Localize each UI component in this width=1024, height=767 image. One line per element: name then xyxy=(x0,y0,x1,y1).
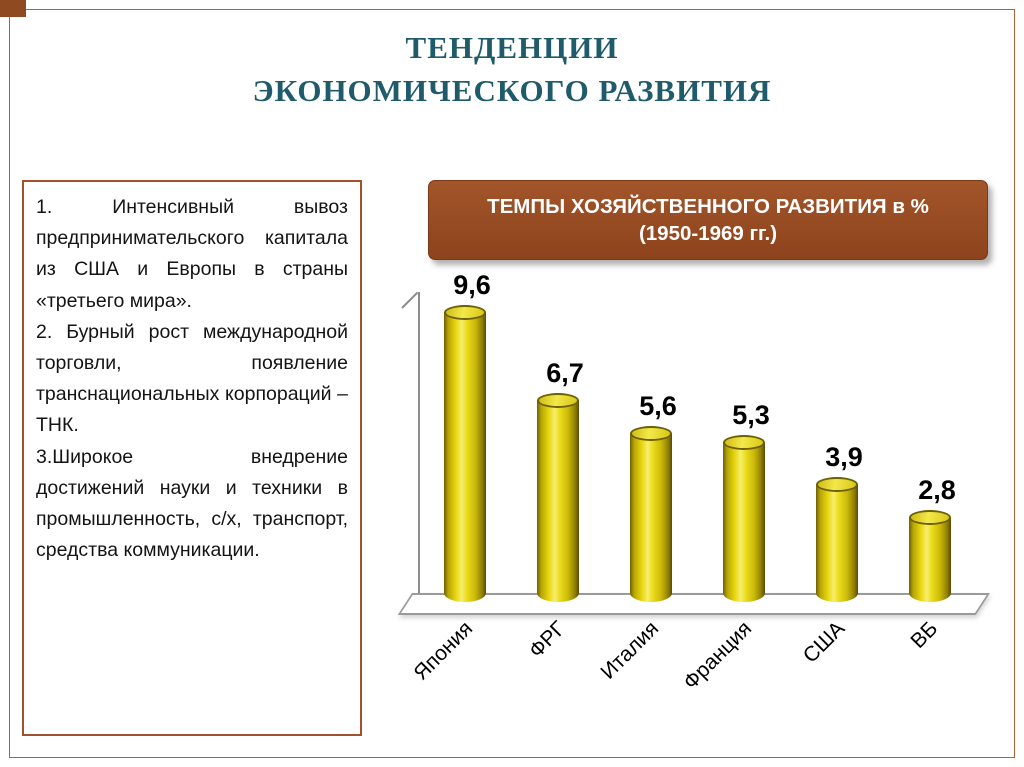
chart-floor xyxy=(397,593,991,615)
chart-bar-body xyxy=(723,442,765,602)
bar-value-label: 9,6 xyxy=(453,270,491,300)
bar-value-label: 5,3 xyxy=(732,400,770,430)
chart-bar-body xyxy=(909,517,951,602)
chart-bar-top xyxy=(630,426,672,441)
chart-bar-top xyxy=(444,305,486,320)
category-label: Италия xyxy=(596,617,664,684)
chart-bar-body xyxy=(816,484,858,602)
chart-title-box: ТЕМПЫ ХОЗЯЙСТВЕННОГО РАЗВИТИЯ в % (1950-… xyxy=(428,180,988,260)
category-label: Япония xyxy=(409,617,478,685)
slide-title-line2: ЭКОНОМИЧЕСКОГО РАЗВИТИЯ xyxy=(252,73,772,109)
chart-bar-top xyxy=(816,477,858,492)
chart-bar-top xyxy=(723,435,765,450)
bar-value-label: 3,9 xyxy=(825,442,863,472)
text-panel-item-1: 1. Интенсивный вывоз предпринимательског… xyxy=(36,196,348,312)
category-label: ФРГ xyxy=(524,617,571,663)
y-axis-line xyxy=(418,292,420,597)
chart-bar-top xyxy=(537,393,579,408)
slide-title: ТЕНДЕНЦИИ ЭКОНОМИЧЕСКОГО РАЗВИТИЯ xyxy=(0,26,1024,113)
category-label: Франция xyxy=(679,617,757,695)
chart-plot: 9,6 Япония 6,7 ФРГ 5,6 Италия 5,3 Франция 3,9 США… xyxy=(397,265,1010,735)
chart-bar-top xyxy=(909,510,951,525)
corner-accent xyxy=(0,0,26,17)
chart-bar-body xyxy=(444,312,486,602)
slide-title-line1: ТЕНДЕНЦИИ xyxy=(405,30,619,65)
text-panel-item-3: 3.Широкое внедрение достижений науки и т… xyxy=(36,445,348,562)
category-label: ВБ xyxy=(906,617,943,653)
y-axis-3d-corner xyxy=(401,291,419,309)
bar-value-label: 5,6 xyxy=(639,391,677,421)
chart-title-line1: ТЕМПЫ ХОЗЯЙСТВЕННОГО РАЗВИТИЯ в % xyxy=(487,194,929,218)
text-panel: 1. Интенсивный вывоз предпринимательског… xyxy=(22,180,362,736)
chart-title-line2: (1950-1969 гг.) xyxy=(638,221,778,245)
bar-value-label: 6,7 xyxy=(546,358,584,388)
text-panel-item-2: 2. Бурный рост международной торговли, п… xyxy=(36,320,348,437)
chart-bar-body xyxy=(537,400,579,602)
bar-value-label: 2,8 xyxy=(918,475,956,505)
category-label: США xyxy=(798,617,850,668)
chart-bar-body xyxy=(630,433,672,602)
